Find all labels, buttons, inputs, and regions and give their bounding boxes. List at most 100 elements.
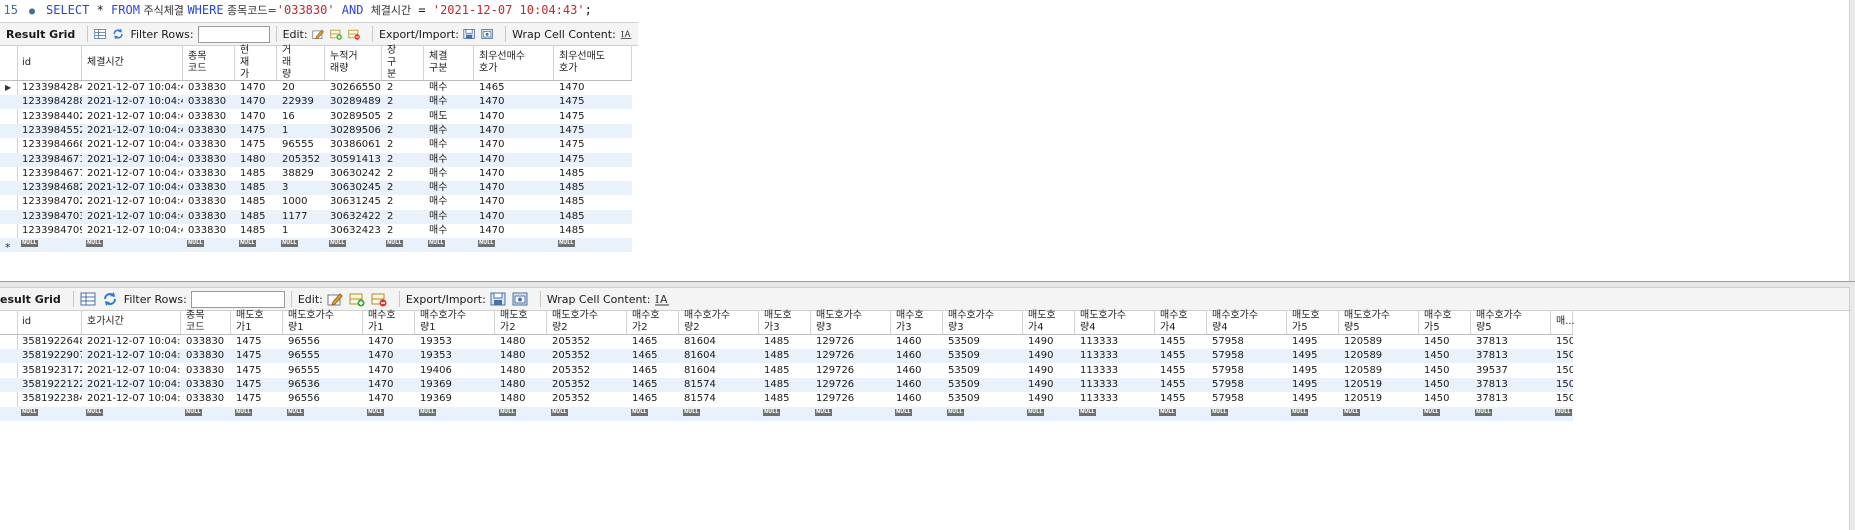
table-cell[interactable]: 매수 — [429, 124, 448, 136]
column-header[interactable]: 체결 구분 — [424, 45, 474, 80]
grid-view-icon[interactable] — [80, 291, 96, 307]
table-cell[interactable]: 57958 — [1212, 350, 1244, 362]
import-icon[interactable] — [481, 26, 493, 42]
null-badge[interactable]: NULL — [1423, 408, 1440, 416]
column-header[interactable]: 장 구 분 — [382, 45, 424, 80]
table-cell[interactable]: 1470 — [240, 82, 266, 93]
table-cell[interactable]: 2021-12-07 10:04:43 — [87, 350, 181, 362]
table-cell[interactable]: 16 — [282, 110, 295, 122]
delete-row-icon[interactable] — [348, 26, 360, 42]
column-header[interactable]: 매도호가수 량5 — [1339, 310, 1419, 334]
refresh-icon[interactable] — [102, 291, 118, 307]
table-cell[interactable]: 1480 — [240, 153, 266, 165]
table-cell[interactable]: 1475 — [559, 153, 585, 165]
new-row[interactable]: NULL NULL NULL NULL NULL NULL NULL NULL NULL NULL… — [0, 406, 1573, 421]
null-badge[interactable]: NULL — [947, 408, 964, 416]
table-cell[interactable]: 1490 — [1028, 364, 1054, 376]
table-cell[interactable]: 1470 — [479, 167, 505, 179]
table-cell[interactable]: 1475 — [236, 378, 262, 390]
column-header[interactable]: 매수호가수 량1 — [415, 310, 495, 334]
table-cell[interactable]: 2021-12-07 10:04:43 — [87, 182, 183, 194]
table-cell[interactable]: 3 — [282, 182, 289, 194]
column-header[interactable]: 매수호 가3 — [891, 310, 943, 334]
grid-view-icon[interactable] — [94, 26, 106, 42]
table-cell[interactable]: 20 — [282, 82, 295, 93]
table-cell[interactable]: 2021-12-07 10:04:43 — [87, 393, 181, 405]
table-row[interactable]: 3581922648 2021-12-07 10:04:43 033830 1475 9… — [0, 335, 1573, 349]
table-cell[interactable]: 2 — [387, 110, 394, 122]
table-cell[interactable]: 120519 — [1344, 393, 1383, 405]
null-badge[interactable]: NULL — [499, 408, 516, 416]
column-header[interactable]: 매도호 가1 — [231, 310, 283, 334]
table-cell[interactable]: 113333 — [1080, 336, 1119, 347]
column-header[interactable]: 누적거 래량 — [325, 45, 382, 80]
table-row[interactable]: 1233984702 2021-12-07 10:04:43 033830 1485 1… — [0, 195, 632, 209]
table-cell[interactable]: 3581922122 — [22, 378, 82, 390]
table-cell[interactable]: 113333 — [1080, 378, 1119, 390]
table-cell[interactable]: 1480 — [500, 378, 526, 390]
result-grid-2[interactable]: id 호가시간 종목 코드 매도호 가1 매도호가수 량1 매수호 가1 매수호가수 량1 매… — [0, 310, 1849, 422]
table-cell[interactable]: 1485 — [240, 167, 266, 179]
table-cell[interactable]: 1470 — [479, 182, 505, 194]
result-grid-tab[interactable]: Result Grid — [6, 27, 76, 41]
table-cell[interactable]: 1475 — [236, 393, 262, 405]
table-cell[interactable]: 1475 — [559, 96, 585, 108]
column-header[interactable]: 매... — [1551, 310, 1575, 334]
column-header[interactable]: 매수호가수 량4 — [1207, 310, 1287, 334]
table-cell[interactable]: 1485 — [764, 350, 790, 362]
table-cell[interactable]: 129726 — [816, 378, 855, 390]
table-cell[interactable]: 매도 — [429, 110, 448, 122]
filter-rows-input[interactable] — [190, 290, 285, 308]
null-badge[interactable]: NULL — [1555, 408, 1572, 416]
table-cell[interactable]: 033830 — [188, 225, 227, 236]
table-cell[interactable]: 1470 — [479, 196, 505, 208]
table-row[interactable]: 1233984552 2021-12-07 10:04:43 033830 1475 1… — [0, 123, 632, 138]
table-cell[interactable]: 매수 — [429, 210, 448, 222]
insert-row-icon[interactable] — [349, 291, 365, 307]
table-cell[interactable]: 1 — [282, 124, 289, 136]
table-cell[interactable]: 033830 — [186, 336, 225, 347]
table-cell[interactable]: 1470 — [240, 110, 266, 122]
table-cell[interactable]: 1490 — [1028, 336, 1054, 347]
table-cell[interactable]: 38829 — [282, 167, 314, 179]
table-cell[interactable]: 1485 — [559, 182, 585, 194]
table-cell[interactable]: 37813 — [1476, 336, 1508, 347]
table-cell[interactable]: 1470 — [479, 139, 505, 151]
table-cell[interactable]: 매수 — [429, 167, 448, 179]
table-cell[interactable]: 37813 — [1476, 350, 1508, 362]
table-cell[interactable]: 30630242 — [330, 167, 381, 179]
null-badge[interactable]: NULL — [239, 240, 256, 248]
table-cell[interactable]: 매수 — [429, 196, 448, 208]
null-badge[interactable]: NULL — [86, 408, 103, 416]
table-cell[interactable]: 033830 — [186, 393, 225, 405]
table-row[interactable]: 1233984682 2021-12-07 10:04:43 033830 1485 3… — [0, 181, 632, 196]
table-cell[interactable]: 1465 — [479, 82, 505, 93]
table-cell[interactable]: 2 — [387, 196, 394, 208]
table-cell[interactable]: 1455 — [1160, 336, 1186, 347]
table-cell[interactable]: 2021-12-07 10:04:43 — [87, 124, 183, 136]
null-badge[interactable]: NULL — [428, 240, 445, 248]
table-cell[interactable]: 39537 — [1476, 364, 1508, 376]
table-cell[interactable]: 1465 — [632, 364, 658, 376]
column-header[interactable]: 매도호가수 량3 — [811, 310, 891, 334]
table-cell[interactable]: 30289506 — [330, 124, 381, 136]
null-badge[interactable]: NULL — [235, 408, 252, 416]
table-cell[interactable]: 2021-12-07 10:04:43 — [87, 378, 181, 390]
table-cell[interactable]: 81574 — [684, 393, 716, 405]
table-cell[interactable]: 3581923172 — [22, 364, 82, 376]
table-cell[interactable]: 1485 — [764, 336, 790, 347]
table-cell[interactable]: 1460 — [896, 364, 922, 376]
table-cell[interactable]: 매수 — [429, 139, 448, 151]
column-header[interactable]: 매도호가수 량4 — [1075, 310, 1155, 334]
table-cell[interactable]: 120589 — [1344, 350, 1383, 362]
table-cell[interactable]: 1470 — [240, 96, 266, 108]
table-cell[interactable]: 120519 — [1344, 378, 1383, 390]
table-cell[interactable]: 1470 — [368, 336, 394, 347]
table-cell[interactable]: 96555 — [288, 350, 320, 362]
table-cell[interactable]: 19369 — [420, 378, 452, 390]
null-badge[interactable]: NULL — [281, 240, 298, 248]
table-cell[interactable]: 2 — [387, 167, 394, 179]
table-cell[interactable]: 150 — [1556, 378, 1573, 390]
table-cell[interactable]: 1480 — [500, 364, 526, 376]
